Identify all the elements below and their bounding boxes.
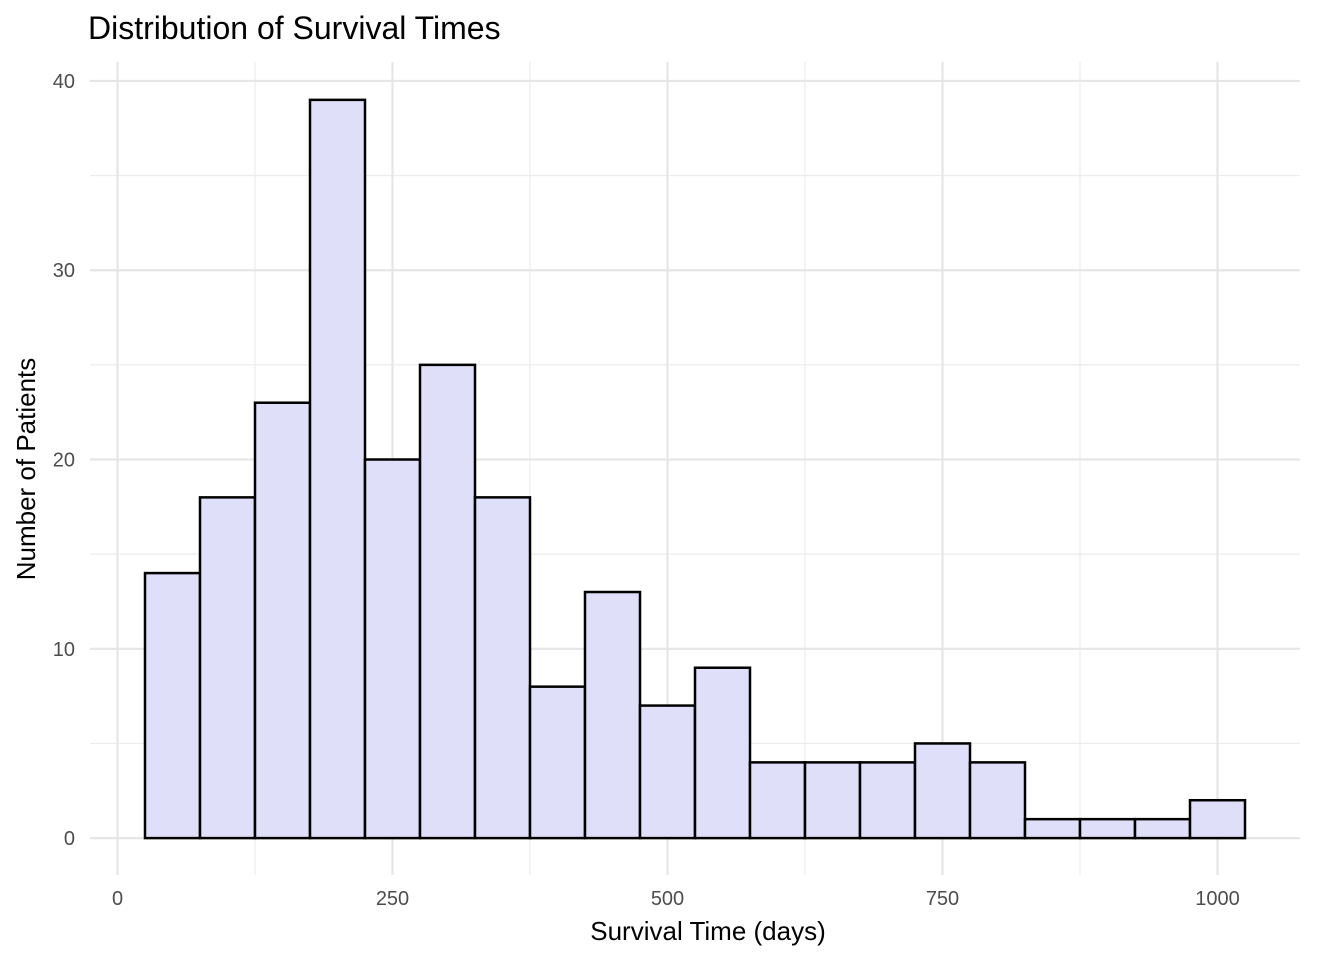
histogram-bars [143,98,1247,840]
y-tick-label: 0 [64,828,75,850]
x-axis-title: Survival Time (days) [590,916,826,946]
y-axis-title: Number of Patients [11,358,41,581]
x-tick-label: 1000 [1195,888,1240,910]
histogram-bar [418,363,477,840]
histogram-bar [748,761,807,840]
y-tick-label: 20 [53,450,75,472]
histogram-bar [638,704,697,840]
x-axis-tick-labels: 0 250 500 750 1000 [112,888,1240,910]
histogram-bar [1188,798,1247,840]
histogram-bar [968,761,1027,840]
histogram-bar [913,742,972,840]
histogram-bar [1023,817,1082,840]
histogram-bar [363,458,422,840]
y-tick-label: 10 [53,639,75,661]
x-tick-label: 750 [926,888,959,910]
histogram-bar [528,685,587,840]
histogram-bar [308,98,367,840]
histogram-bar [1133,817,1192,840]
histogram-bar [583,590,642,840]
y-tick-label: 30 [53,260,75,282]
histogram-bar [198,496,257,840]
y-tick-label: 40 [53,71,75,93]
x-tick-label: 500 [651,888,684,910]
x-tick-label: 0 [112,888,123,910]
y-axis-tick-labels: 0 10 20 30 40 [53,71,75,850]
histogram-bar [253,401,312,840]
histogram-bar [858,761,917,840]
histogram-bar [1078,817,1137,840]
histogram-bar [693,666,752,840]
histogram-bar [143,571,202,840]
x-tick-label: 250 [376,888,409,910]
chart-title: Distribution of Survival Times [88,10,501,46]
histogram-bar [803,761,862,840]
histogram-bar [473,496,532,840]
